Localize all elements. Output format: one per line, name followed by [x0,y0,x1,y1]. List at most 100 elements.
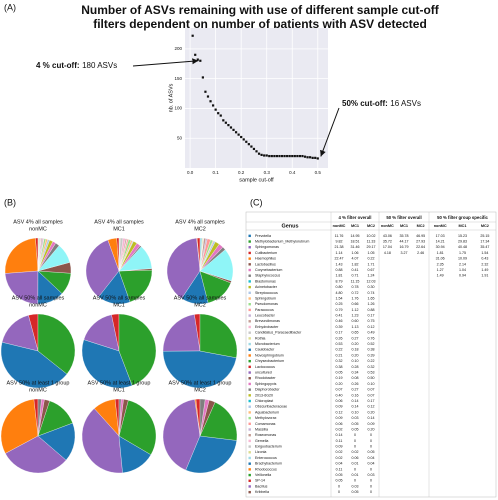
table-cell: 1.26 [368,302,375,306]
table-cell: 0.10 [368,382,375,386]
pie-slice [37,237,39,272]
genus-name: Enhydrobacter [255,325,279,329]
genus-name: Lizonia [255,450,266,454]
data-point [232,128,235,131]
table-cell: 0.01 [352,473,359,477]
table-cell: 0 [370,445,372,449]
table-cell: 1.91 [481,274,488,278]
y-axis-label: nb. of ASVs [168,83,174,112]
color-swatch [248,348,251,351]
table-cell: 9.82 [336,239,343,243]
color-swatch [248,399,251,403]
column-header: nonMC [381,224,394,228]
color-swatch [248,354,251,357]
table-cell: 0.05 [352,422,359,426]
data-point [280,154,284,158]
table-cell: 40.48 [458,245,467,249]
table-cell: 0.07 [368,393,375,397]
data-point [201,76,204,79]
genus-name: Leucobacter [255,314,276,318]
table-cell: 16.79 [400,245,409,249]
column-header: MC1 [458,224,466,228]
table-cell: 1.54 [336,296,343,300]
annotation-arrow [320,107,340,157]
x-tick-label: 0.5 [315,170,322,175]
color-swatch [248,337,251,340]
color-swatch [248,302,251,306]
genus-name: 2013-6G20 [255,393,273,397]
data-point [204,90,207,93]
data-point [265,154,268,157]
genus-name: Staphylococcus [255,274,280,278]
table-cell: 0.38 [368,348,375,352]
genus-name: Lactococcus [255,365,275,369]
pie-slice [199,237,203,272]
table-cell: 35.47 [480,245,489,249]
color-swatch [248,371,251,374]
table-cell: 31.06 [436,257,445,261]
color-swatch [248,394,251,397]
y-tick-label: 50 [177,135,183,140]
data-point [229,126,233,129]
color-swatch [248,439,251,443]
genus-name: Rhodobacter [255,376,276,380]
table-cell: 30.94 [436,245,445,249]
table-cell: 11.15 [351,279,360,283]
column-header: MC2 [417,224,425,228]
table-cell: 0.28 [352,365,359,369]
table-cell: 1.65 [368,296,375,300]
table-cell: 0.75 [368,319,375,323]
color-swatch [248,479,251,482]
color-swatch [248,285,251,289]
pie-subtitle: MC1 [113,226,125,232]
column-header: MC2 [367,224,375,228]
pie-subtitle: nonMC [29,302,47,308]
table-cell: 0.41 [336,314,343,318]
data-point [306,156,309,159]
table-cell: 11.33 [367,239,376,243]
data-point [293,154,296,158]
data-point [242,138,245,141]
color-swatch [248,291,251,295]
data-point [222,119,225,122]
table-cell: 0.43 [481,257,488,261]
table-cell: 0.19 [336,376,343,380]
pie-subtitle: MC2 [194,387,206,393]
color-swatch [248,485,251,488]
pie-title: ASV 4% all samples [94,219,144,225]
table-cell: 0.03 [352,484,359,488]
table-cell: 1.49 [437,274,444,278]
table-cell: 0 [354,479,356,483]
genus-name: Diaphorobacter [255,388,280,392]
genus-name: Candidatus_Paracaedibacter [255,331,302,335]
pie-slice [199,402,238,441]
table-cell: 0.02 [336,450,343,454]
pie-slice [81,408,123,474]
genus-name: Haemophilus [255,257,276,261]
data-point [278,154,281,158]
table-cell: 35.72 [383,239,392,243]
data-point [252,147,256,151]
table-cell: 1.27 [437,268,444,272]
table-cell: 0.27 [352,336,359,340]
table-cell: 0.32 [368,365,375,369]
pie-title: ASV 50% at least 1 group [169,380,232,386]
pie-slice [162,314,201,352]
pie-subtitle: nonMC [29,226,47,232]
table-cell: 14.95 [351,234,360,238]
table-cell: 0.52 [368,342,375,346]
pie-slice [118,400,157,455]
pie-slice [118,313,157,386]
table-cell: 0.12 [368,325,375,329]
panel-label: (B) [4,197,16,207]
table-cell: 0 [338,484,340,488]
table-cell: 0.09 [368,422,375,426]
color-swatch [248,297,251,300]
table-cell: 0.10 [352,410,359,414]
table-cell: 0.05 [352,490,359,494]
table-cell: 0.67 [368,268,375,272]
pie-title: ASV 50% all samples [12,295,65,301]
table-cell: 0 [354,439,356,443]
color-swatch [248,331,251,334]
table-cell: 18.51 [351,239,360,243]
